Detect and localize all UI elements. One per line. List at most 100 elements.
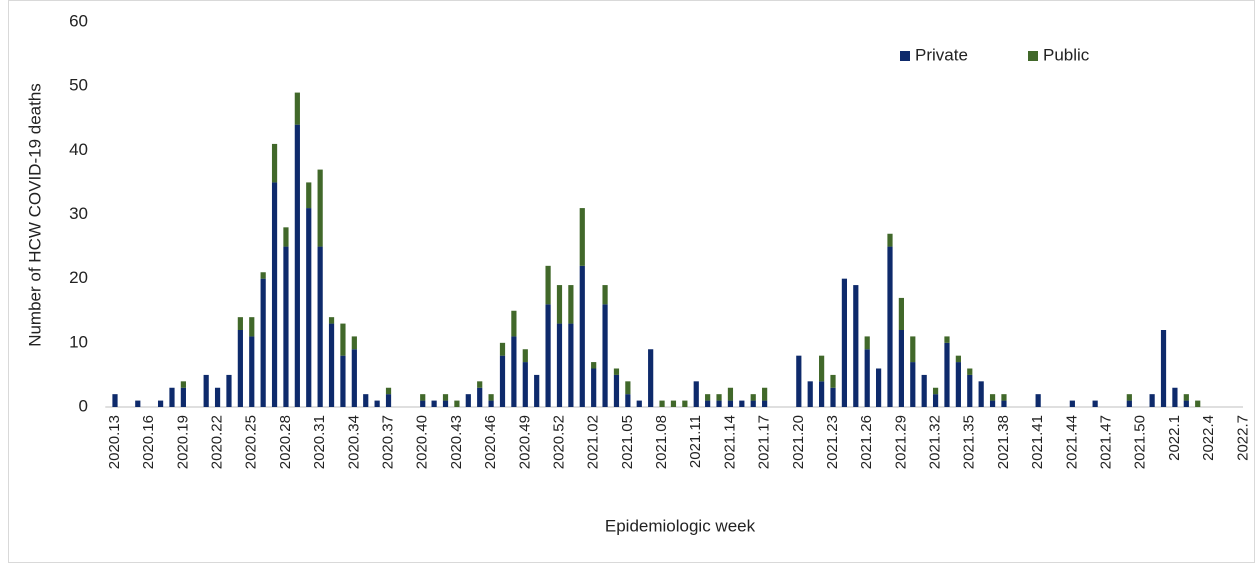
bar-segment <box>306 182 312 209</box>
bar-segment <box>841 278 848 407</box>
bar-segment <box>157 400 164 407</box>
bar-segment <box>1183 400 1189 407</box>
bar-segment <box>499 342 506 356</box>
bar-segment <box>545 304 551 407</box>
bar-segment <box>921 374 927 407</box>
bar-segment <box>226 374 232 407</box>
bar-segment <box>340 355 346 407</box>
bar-segment <box>271 143 278 183</box>
bar-segment <box>249 317 255 337</box>
y-tick-label: 40 <box>69 140 88 159</box>
x-tick-label: 2020.46 <box>482 415 499 469</box>
bar-segment <box>819 381 825 407</box>
bar-segment <box>420 400 426 407</box>
bar-segment <box>978 381 984 407</box>
bar-segment <box>716 400 722 407</box>
bar-segment <box>739 400 745 407</box>
bar-segment <box>625 381 631 395</box>
bar-segment <box>112 394 118 407</box>
bar-segment <box>294 124 300 408</box>
bar-segment <box>716 394 722 401</box>
bar-segment <box>556 285 563 324</box>
bar-segment <box>214 387 221 407</box>
x-tick-label: 2021.29 <box>892 415 909 469</box>
legend-swatch <box>900 51 910 61</box>
bar-segment <box>351 336 357 350</box>
bar-segment <box>1126 400 1132 407</box>
bar-segment <box>477 381 483 388</box>
bar-segment <box>522 349 528 363</box>
bar-segment <box>910 336 916 363</box>
bar-segment <box>1035 394 1041 407</box>
bar-segment <box>1092 400 1098 407</box>
bar-segment <box>636 400 642 407</box>
bar-segment <box>944 342 950 407</box>
x-tick-label: 2022.1 <box>1166 415 1183 461</box>
bar-segment <box>1149 394 1155 407</box>
bar-segment <box>682 400 688 407</box>
y-tick-label: 0 <box>79 396 88 415</box>
bar-segment <box>613 374 620 407</box>
bar-segment <box>762 387 768 401</box>
bar-segment <box>727 400 734 407</box>
bar-segment <box>499 355 506 407</box>
y-axis-title: Number of HCW COVID-19 deaths <box>25 83 44 347</box>
x-tick-label: 2020.37 <box>379 415 396 469</box>
x-tick-label: 2021.17 <box>756 415 773 469</box>
bar-segment <box>556 323 563 407</box>
bar-segment <box>989 394 996 401</box>
bar-segment <box>545 265 551 305</box>
bar-segment <box>1195 400 1201 407</box>
bar-segment <box>363 394 369 407</box>
bar-segment <box>431 400 437 407</box>
bar-segment <box>591 362 597 369</box>
bar-segment <box>910 362 916 407</box>
bar-segment <box>317 246 323 407</box>
bar-segment <box>488 394 494 401</box>
bar-segment <box>705 400 711 407</box>
bar-segment <box>1160 330 1167 407</box>
bar-segment <box>819 355 825 382</box>
x-tick-label: 2021.11 <box>687 415 704 468</box>
bar-segment <box>944 336 950 343</box>
bar-segment <box>887 246 893 407</box>
bar-segment <box>864 349 870 407</box>
bar-segment <box>887 233 893 247</box>
bar-segment <box>283 227 289 247</box>
x-tick-label: 2020.34 <box>345 415 362 469</box>
bar-segment <box>340 323 346 356</box>
bar-segment <box>762 400 768 407</box>
bar-segment <box>203 374 209 407</box>
bar-segment <box>351 349 357 407</box>
bar-segment <box>648 349 654 407</box>
bar-segment <box>613 368 620 375</box>
bar-segment <box>249 336 255 407</box>
bar-segment <box>135 400 141 407</box>
bar-segment <box>169 387 175 407</box>
x-tick-label: 2021.41 <box>1029 415 1046 469</box>
legend-label: Private <box>915 45 968 64</box>
bar-segment <box>579 265 585 407</box>
bar-segment <box>180 387 186 407</box>
bar-segment <box>1172 387 1178 407</box>
bar-segment <box>750 394 756 401</box>
chart-border <box>8 0 1255 563</box>
bar-segment <box>488 400 494 407</box>
x-tick-label: 2020.43 <box>448 415 465 469</box>
bar-segment <box>271 182 278 407</box>
bar-segment <box>1183 394 1189 401</box>
y-tick-label: 20 <box>69 268 88 287</box>
bar-segment <box>328 323 335 407</box>
y-tick-label: 50 <box>69 76 88 95</box>
x-axis-title: Epidemiologic week <box>605 516 756 535</box>
bar-segment <box>670 400 677 407</box>
x-tick-label: 2021.08 <box>653 415 670 469</box>
bar-segment <box>864 336 870 350</box>
x-tick-label: 2021.38 <box>995 415 1012 469</box>
x-tick-label: 2022.4 <box>1200 415 1217 461</box>
bar-segment <box>1001 394 1007 401</box>
x-tick-label: 2020.28 <box>277 415 294 469</box>
bar-segment <box>898 297 904 330</box>
legend-label: Public <box>1043 45 1090 64</box>
bar-segment <box>180 381 186 388</box>
